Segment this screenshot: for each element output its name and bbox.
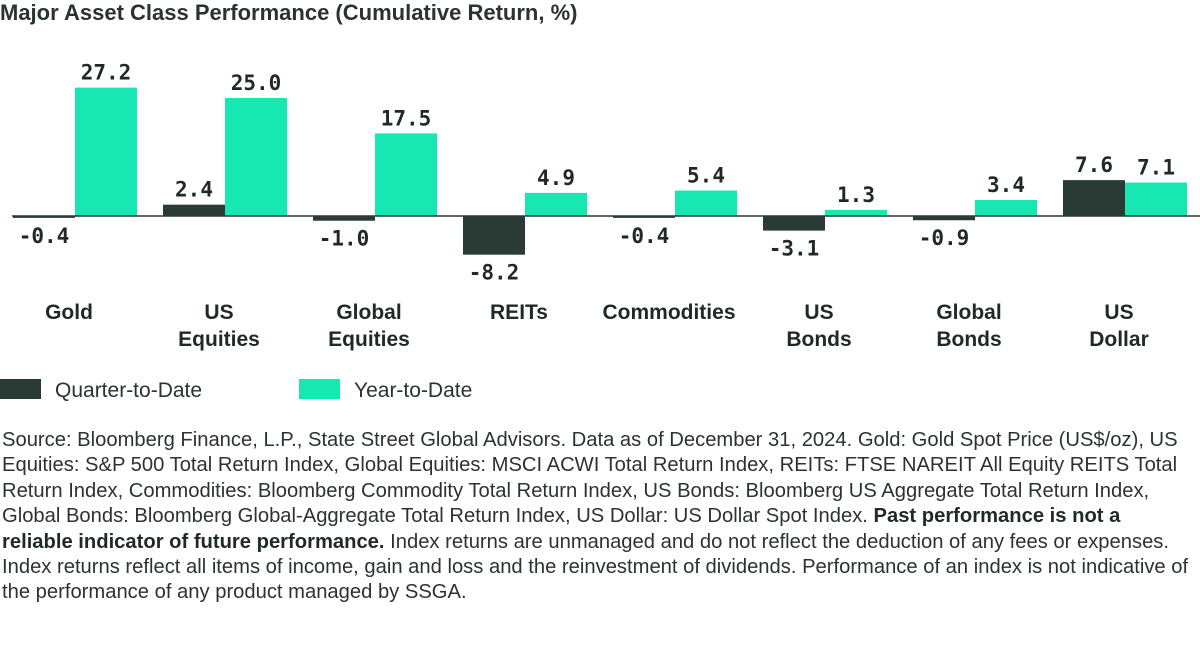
bar-ytd-4 [675,190,737,216]
bar-chart: Major Asset Class Performance (Cumulativ… [0,0,1200,402]
bar-ytd-6 [975,199,1037,216]
category-labels-group: Gold US Equities Global Equities REITs Commodi… [45,301,1149,351]
value-label-ytd-3: 4.9 [537,166,575,190]
category-label-6: Global Bonds [936,301,1001,351]
bar-ytd-3 [525,192,587,216]
legend: Quarter-to-Date Year-to-Date [0,379,472,402]
value-label-qtd-7: 7.6 [1075,153,1113,177]
bar-qtd-4 [613,216,675,218]
bar-ytd-1 [225,98,287,216]
value-label-qtd-2: -1.0 [319,227,370,251]
value-label-ytd-4: 5.4 [687,164,725,188]
bar-qtd-5 [763,216,825,231]
value-label-qtd-4: -0.4 [619,224,670,248]
bar-ytd-2 [375,133,437,216]
bars-group [13,87,1187,255]
source-note: Source: Bloomberg Finance, L.P., State S… [2,428,1196,606]
value-label-qtd-6: -0.9 [919,226,970,250]
bar-ytd-0 [75,87,137,216]
value-label-ytd-7: 7.1 [1137,155,1175,179]
bar-qtd-6 [913,216,975,221]
category-label-4: Commodities [602,301,735,324]
chart-title: Major Asset Class Performance (Cumulativ… [0,0,577,25]
value-label-ytd-5: 1.3 [837,183,875,207]
value-label-ytd-1: 25.0 [231,71,282,95]
category-label-5: US Bonds [786,301,851,351]
value-label-ytd-2: 17.5 [381,106,432,130]
value-label-ytd-6: 3.4 [987,173,1025,197]
bar-qtd-0 [13,216,75,218]
source-rest: Index returns are unmanaged and do not r… [2,530,1189,604]
category-label-7: US Dollar [1089,301,1149,351]
bar-qtd-1 [163,204,225,216]
bar-qtd-2 [313,216,375,221]
legend-label-ytd: Year-to-Date [354,379,472,402]
bar-qtd-3 [463,216,525,255]
category-label-1: US Equities [178,301,260,351]
category-label-2: Global Equities [328,301,410,351]
bar-qtd-7 [1063,180,1125,216]
value-label-qtd-5: -3.1 [769,237,820,261]
value-label-qtd-0: -0.4 [19,224,70,248]
performance-disclaimer: Past performance is not a reliable indic… [2,505,1121,553]
value-labels-group: -0.4 27.2 2.4 25.0 -1.0 17.5 -8.2 4.9 -0.4 5.4 -3.… [19,61,1175,285]
category-label-0: Gold [45,301,93,324]
bar-ytd-5 [825,209,887,216]
source-intro: Source: Bloomberg Finance, L.P., State S… [2,429,1178,528]
legend-label-qtd: Quarter-to-Date [55,379,202,402]
category-label-3: REITs [490,301,548,324]
value-label-qtd-1: 2.4 [175,178,213,202]
value-label-qtd-3: -8.2 [469,261,520,285]
legend-swatch-ytd [299,379,340,399]
legend-swatch-qtd [0,379,41,399]
bar-ytd-7 [1125,182,1187,216]
value-label-ytd-0: 27.2 [81,61,132,85]
